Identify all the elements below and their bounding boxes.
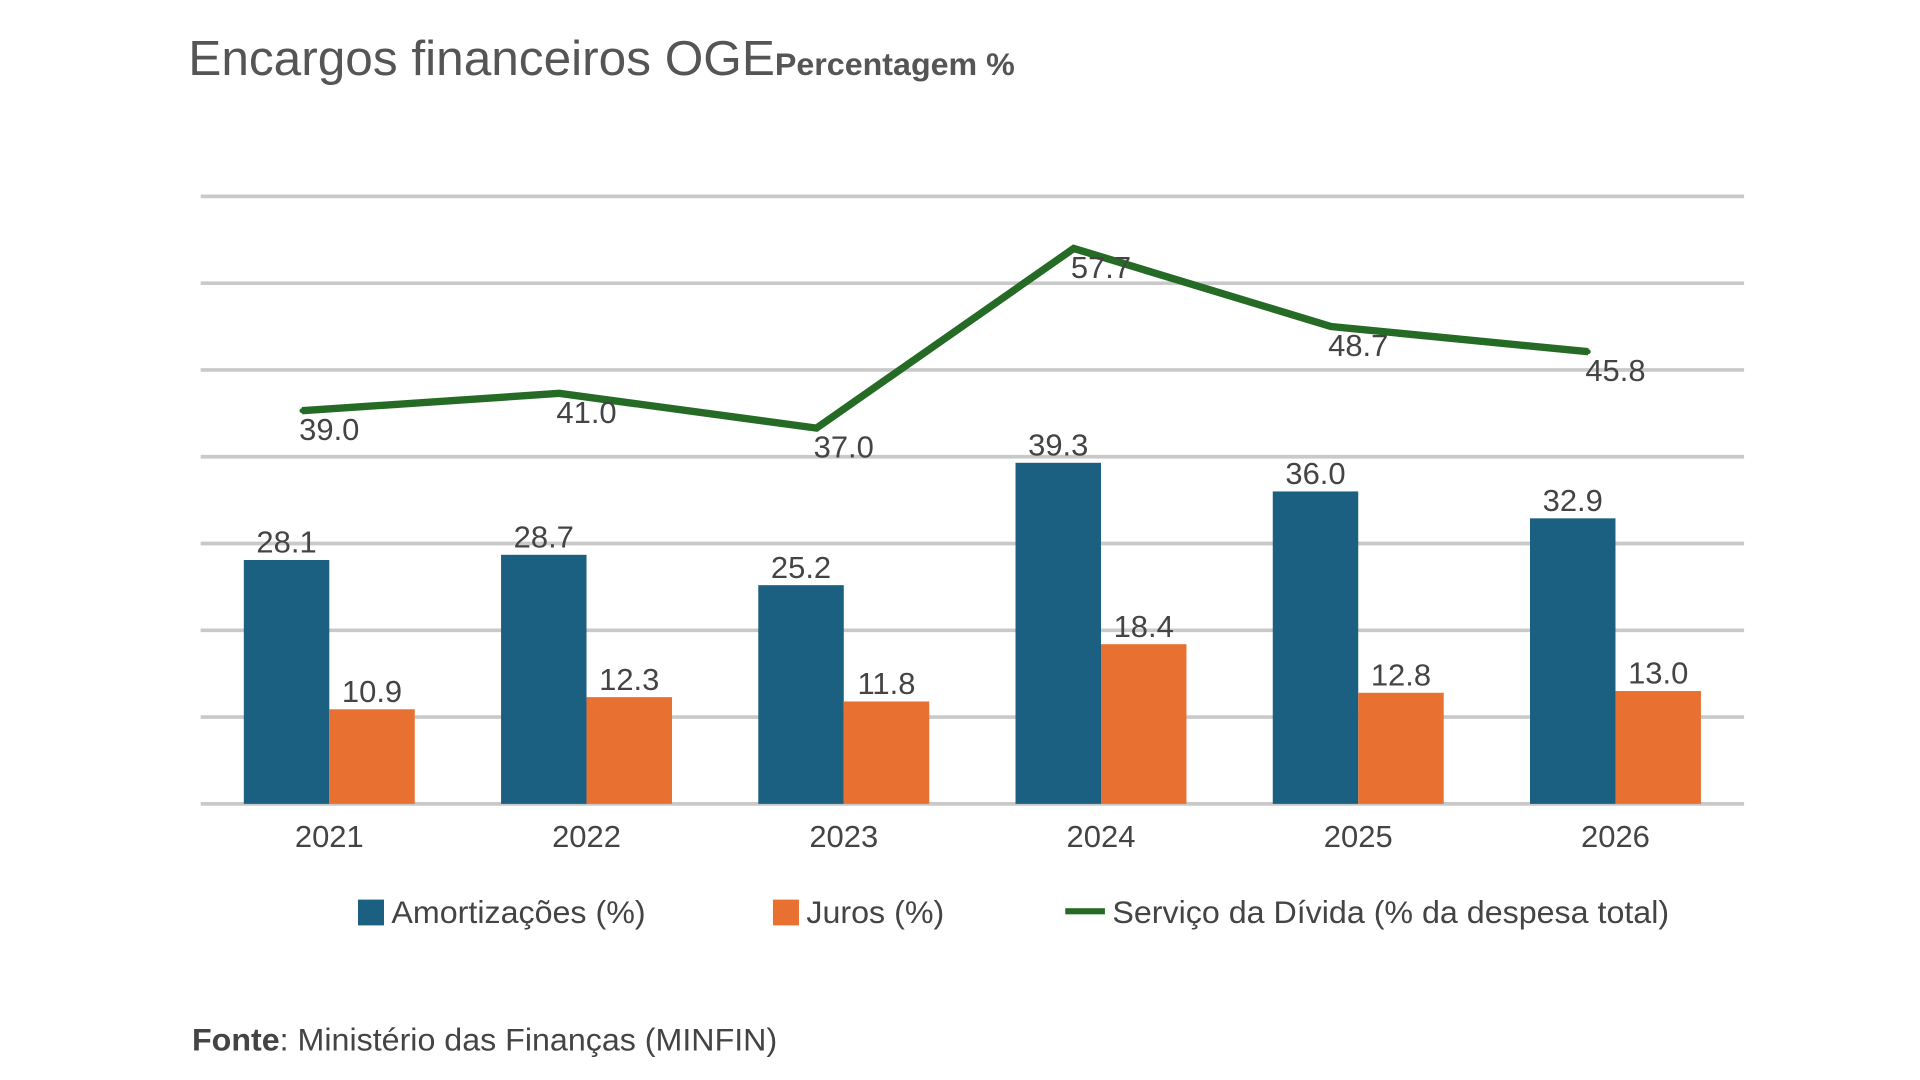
x-tick-label: 2024 <box>1067 819 1136 854</box>
source-note: Fonte: Ministério das Finanças (MINFIN) <box>192 1021 777 1059</box>
bar-juros <box>586 697 672 804</box>
data-label: 32.9 <box>1543 483 1603 518</box>
title-text: Encargos financeiros OGE <box>188 31 775 86</box>
data-label: 36.0 <box>1285 456 1345 491</box>
data-label: 39.3 <box>1028 428 1088 463</box>
chart-subtitle: Percentagem % <box>774 45 1015 83</box>
data-label: 12.8 <box>1371 658 1431 693</box>
x-tick-label: 2025 <box>1324 819 1393 854</box>
legend-swatch-amortizacoes <box>357 899 384 926</box>
data-label: 25.2 <box>771 550 831 585</box>
line-data-label: 48.7 <box>1328 328 1388 363</box>
legend-item-servico: Serviço da Dívida (% da despesa total) <box>1065 893 1669 930</box>
legend-label: Serviço da Dívida (% da despesa total) <box>1112 893 1670 931</box>
line-data-label: 37.0 <box>814 430 874 465</box>
legend-item-juros: Juros (%) <box>772 893 945 931</box>
source-label: Fonte <box>191 1021 280 1058</box>
line-data-label: 41.0 <box>556 395 616 430</box>
data-label: 13.0 <box>1628 656 1688 691</box>
x-tick-label: 2022 <box>552 819 621 854</box>
line-servico-divida <box>301 244 1589 432</box>
line-point <box>814 425 819 431</box>
bar-amortizacoes <box>1530 518 1616 804</box>
x-tick-label: 2023 <box>809 819 878 854</box>
bar-juros <box>843 701 930 804</box>
line-point <box>299 408 305 414</box>
bar-amortizacoes <box>501 554 587 804</box>
bar-juros <box>329 709 415 804</box>
data-label: 10.9 <box>342 674 402 709</box>
line-point <box>556 390 562 396</box>
legend-line-servico <box>1065 908 1105 915</box>
chart-title: Encargos financeiros OGEPercentagem % <box>188 32 1014 87</box>
line-point <box>1585 349 1591 355</box>
data-label: 28.1 <box>256 525 316 560</box>
line-data-label: 57.7 <box>1071 250 1131 285</box>
line-point <box>1328 324 1334 330</box>
line-data-label: 45.8 <box>1585 353 1645 388</box>
data-label: 28.7 <box>514 520 574 555</box>
legend-item-amortizacoes: Amortizações (%) <box>357 893 646 931</box>
bar-juros <box>1100 644 1187 804</box>
bar-amortizacoes <box>1272 491 1359 804</box>
x-tick-label: 2026 <box>1581 819 1650 854</box>
legend-label: Amortizações (%) <box>391 893 646 931</box>
bar-juros <box>1615 691 1701 804</box>
x-tick-label: 2021 <box>295 819 364 854</box>
data-label: 11.8 <box>858 666 916 701</box>
data-label: 12.3 <box>599 662 659 697</box>
legend-label: Juros (%) <box>806 893 945 931</box>
data-label: 18.4 <box>1114 609 1174 644</box>
line-point <box>1071 245 1077 251</box>
bar-amortizacoes <box>758 585 844 804</box>
bar-amortizacoes <box>1015 462 1101 804</box>
bar-juros <box>1358 692 1444 804</box>
legend-swatch-juros <box>772 899 799 926</box>
bar-amortizacoes <box>243 560 330 804</box>
source-text: : Ministério das Finanças (MINFIN) <box>279 1021 778 1058</box>
line-data-label: 39.0 <box>299 412 359 447</box>
